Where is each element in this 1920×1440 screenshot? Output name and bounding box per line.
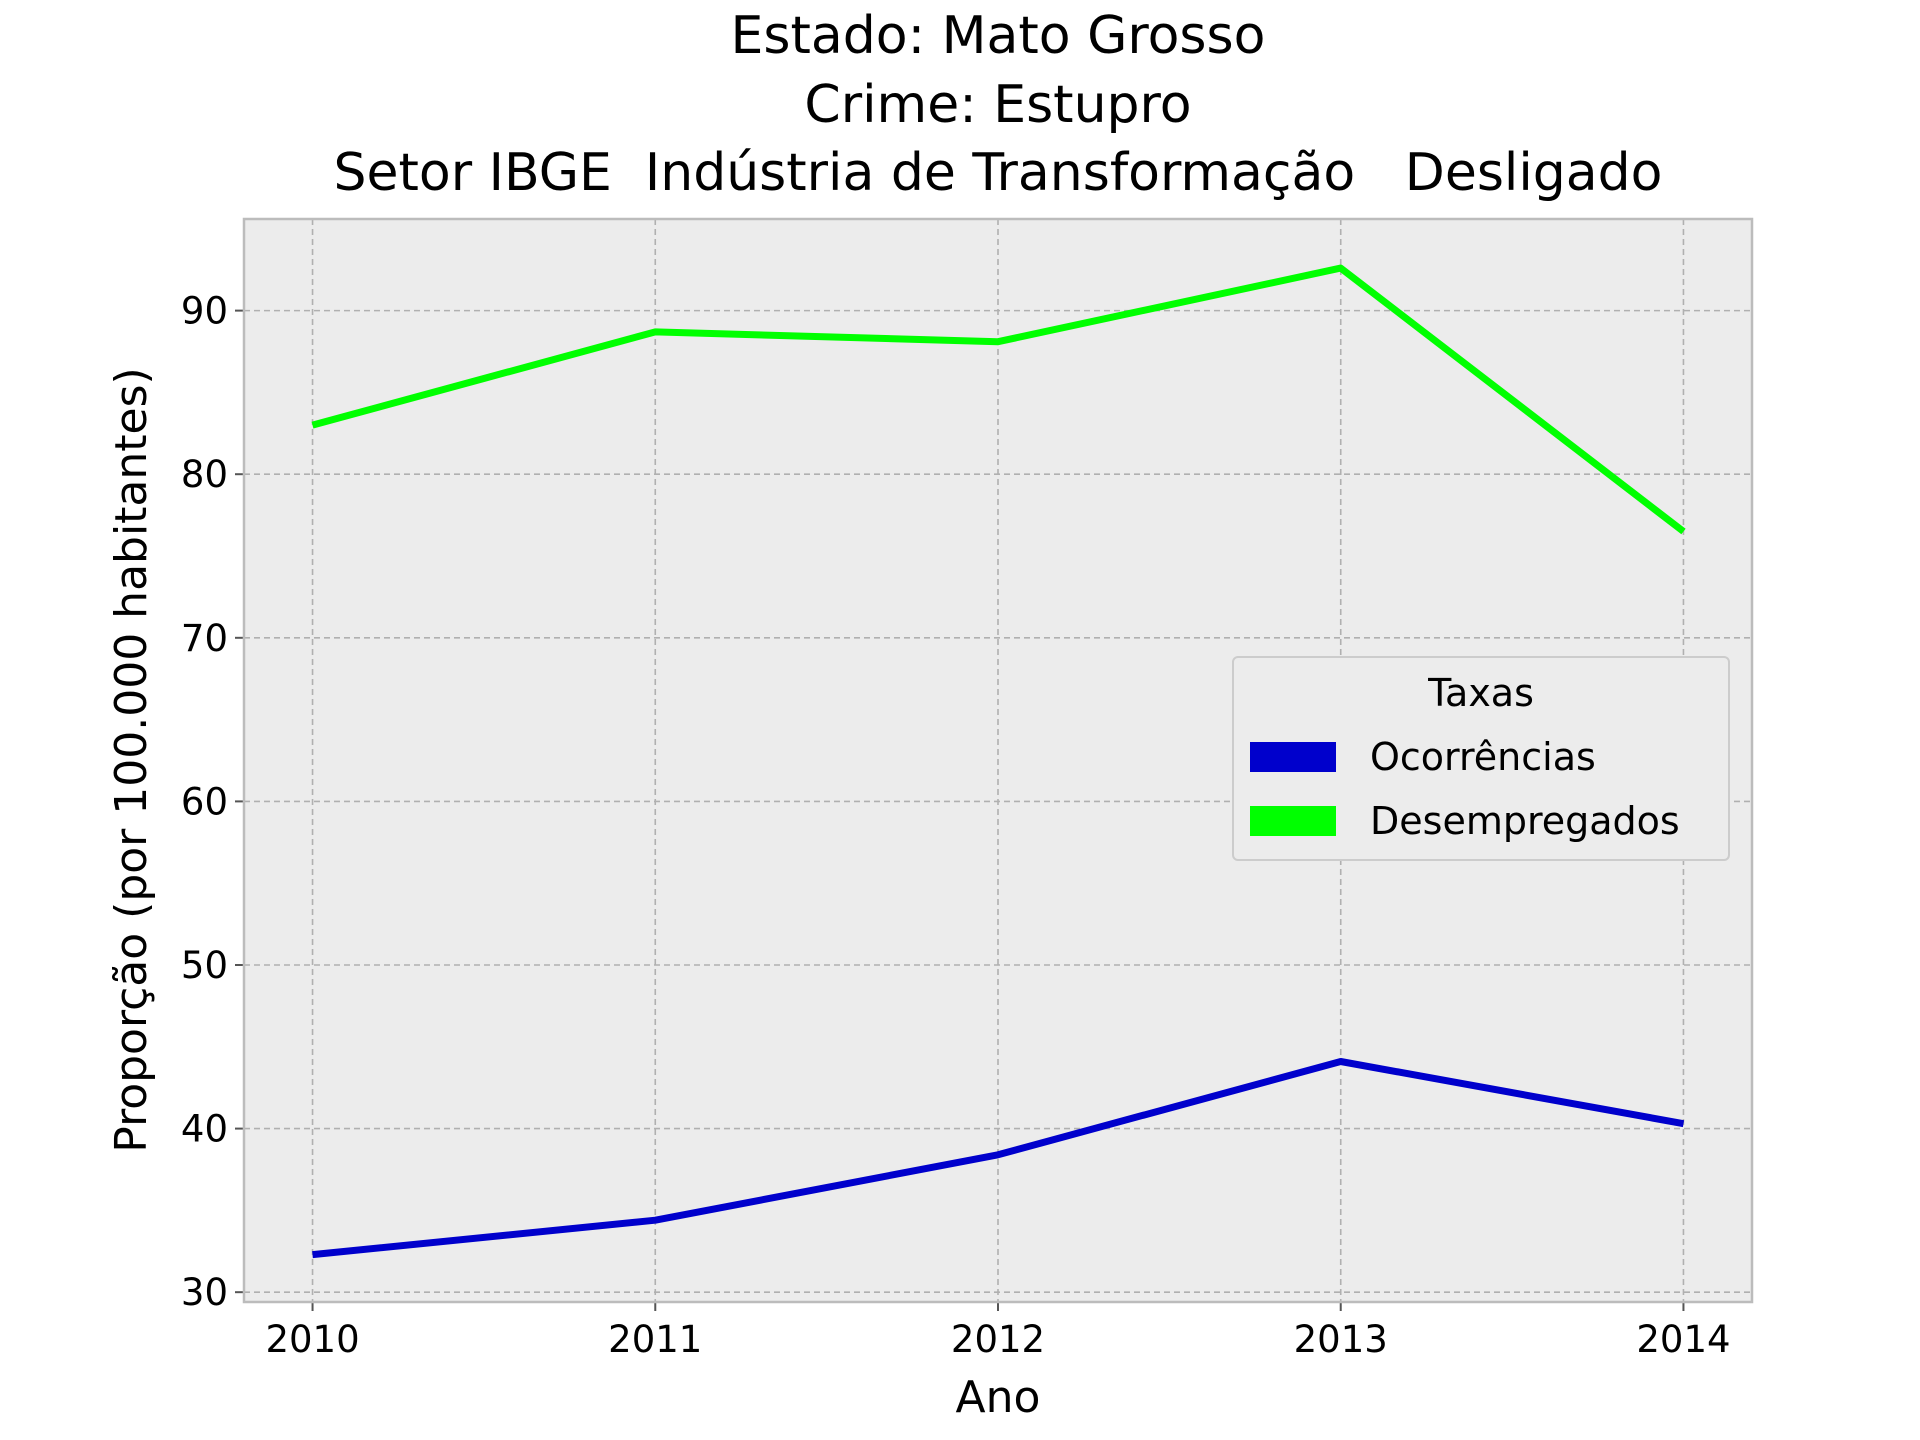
title-line-1: Estado: Mato Grosso <box>731 6 1266 66</box>
y-axis-ticks: 30 40 50 60 70 80 90 <box>181 290 244 1314</box>
x-tick-label: 2013 <box>1294 1318 1388 1361</box>
y-tick-label: 30 <box>181 1271 228 1314</box>
y-tick-label: 80 <box>181 453 228 496</box>
legend-label-ocorrencias: Ocorrências <box>1370 735 1596 779</box>
legend-swatch-ocorrencias <box>1250 742 1336 772</box>
plot-frame <box>242 217 1754 1304</box>
legend: Taxas Ocorrências Desempregados <box>1232 656 1730 861</box>
series-line-desempregados <box>311 264 1686 535</box>
legend-title: Taxas <box>1427 671 1534 715</box>
series-line-ocorrencias <box>312 1058 1685 1259</box>
y-tick-label: 60 <box>181 780 228 823</box>
x-axis-label: Ano <box>956 1372 1041 1423</box>
title-line-2: Crime: Estupro <box>804 75 1191 135</box>
legend-label-desempregados: Desempregados <box>1370 799 1680 843</box>
legend-box <box>1232 656 1730 861</box>
y-tick-label: 70 <box>181 617 228 660</box>
x-tick-label: 2014 <box>1636 1318 1730 1361</box>
x-tick-label: 2010 <box>265 1318 359 1361</box>
x-tick-label: 2012 <box>951 1318 1045 1361</box>
chart-title: Estado: Mato Grosso Crime: Estupro Setor… <box>334 6 1663 203</box>
y-axis-label: Proporção (por 100.000 habitantes) <box>106 367 157 1152</box>
series-lines <box>311 264 1686 1259</box>
y-tick-label: 40 <box>181 1108 228 1151</box>
y-tick-label: 50 <box>181 944 228 987</box>
x-tick-label: 2011 <box>608 1318 702 1361</box>
title-line-3: Setor IBGE Indústria de Transformação De… <box>334 143 1663 203</box>
x-axis-ticks: 2010 2011 2012 2013 2014 <box>265 1302 1731 1361</box>
y-tick-label: 90 <box>181 290 228 333</box>
legend-swatch-desempregados <box>1250 806 1336 836</box>
